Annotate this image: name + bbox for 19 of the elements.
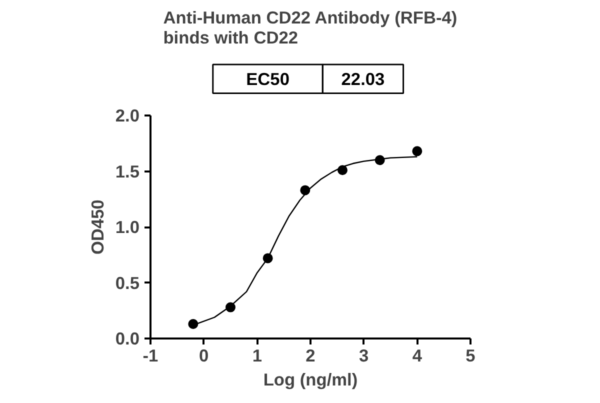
point: [412, 146, 422, 156]
x-tick-label: 3: [359, 346, 370, 366]
chart-title: Anti-Human CD22 Antibody (RFB-4) binds with CD22: [163, 8, 458, 48]
y-tick-label: 0.5: [115, 272, 140, 293]
x-tick-label: 1: [252, 346, 262, 366]
y-tick-label: 2.0: [115, 106, 140, 126]
x-tick-label: 4: [412, 346, 422, 366]
y-tick-label: 1.5: [115, 161, 140, 182]
x-tick-label: -1: [142, 346, 159, 366]
point: [188, 319, 198, 329]
x-tick-label: 2: [306, 346, 316, 366]
x-axis-title: Log (ng/ml): [263, 370, 358, 390]
text: EC50: [246, 68, 290, 89]
y-tick-label: 0.0: [115, 328, 140, 348]
x-tick-label: 5: [466, 346, 476, 366]
y-tick-label: 1.0: [115, 217, 140, 237]
text: 22.03: [341, 68, 386, 89]
y-axis-title: OD450: [87, 200, 108, 254]
x-tick-label: 0: [199, 346, 209, 366]
